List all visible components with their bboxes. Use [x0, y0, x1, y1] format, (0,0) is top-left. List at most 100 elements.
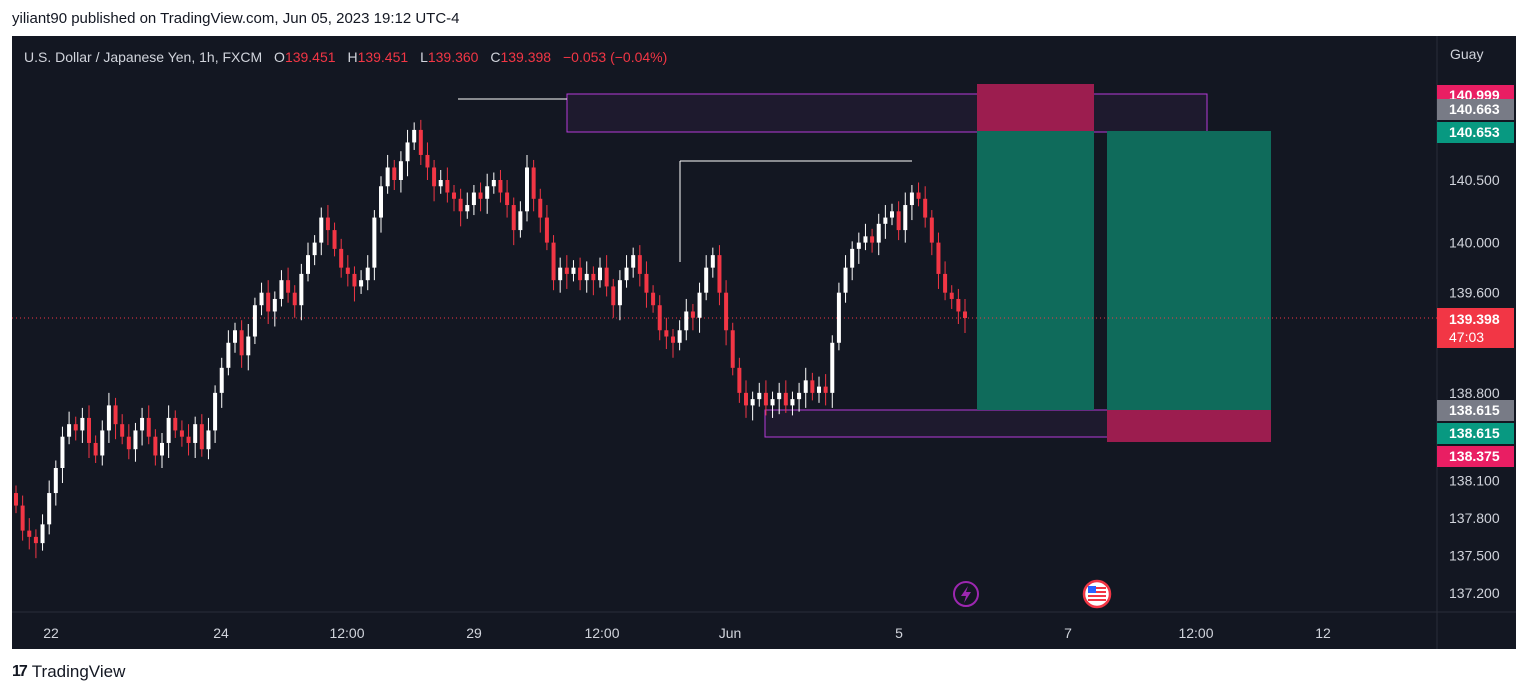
- candle-body[interactable]: [398, 161, 403, 180]
- candle-body[interactable]: [843, 267, 848, 293]
- candle-body[interactable]: [956, 298, 961, 312]
- candle-body[interactable]: [73, 424, 78, 431]
- candle-body[interactable]: [777, 392, 782, 400]
- candle-body[interactable]: [133, 430, 138, 450]
- candle-body[interactable]: [206, 430, 211, 450]
- candle-body[interactable]: [631, 255, 636, 268]
- supply-zone[interactable]: [566, 93, 1208, 133]
- candle-body[interactable]: [744, 392, 748, 406]
- candle-body[interactable]: [259, 292, 264, 306]
- candle-body[interactable]: [186, 436, 191, 443]
- candle-body[interactable]: [199, 424, 204, 450]
- candle-body[interactable]: [239, 330, 244, 356]
- candle-body[interactable]: [611, 286, 616, 306]
- candle-body[interactable]: [571, 267, 576, 274]
- candle-body[interactable]: [790, 399, 795, 406]
- candle-body[interactable]: [704, 267, 709, 293]
- candle-body[interactable]: [505, 192, 510, 206]
- candle-body[interactable]: [478, 192, 483, 199]
- candle-body[interactable]: [544, 217, 549, 243]
- candle-body[interactable]: [803, 380, 808, 393]
- candle-body[interactable]: [923, 198, 928, 218]
- candle-body[interactable]: [737, 367, 742, 393]
- candle-body[interactable]: [817, 386, 821, 393]
- candle-body[interactable]: [810, 380, 815, 393]
- candle-body[interactable]: [126, 436, 131, 450]
- candle-body[interactable]: [890, 211, 894, 218]
- candle-body[interactable]: [279, 280, 284, 299]
- candle-body[interactable]: [325, 217, 330, 231]
- candle-body[interactable]: [644, 273, 649, 293]
- candle-body[interactable]: [166, 417, 171, 443]
- candle-body[interactable]: [564, 267, 569, 274]
- candle-body[interactable]: [286, 280, 291, 293]
- candle-body[interactable]: [491, 180, 496, 187]
- candle-body[interactable]: [379, 186, 383, 218]
- candle-body[interactable]: [558, 267, 563, 281]
- candle-body[interactable]: [876, 223, 881, 243]
- candle-body[interactable]: [584, 273, 589, 281]
- candle-body[interactable]: [525, 167, 529, 212]
- candle-body[interactable]: [883, 217, 888, 224]
- candle-body[interactable]: [471, 192, 476, 206]
- short-stop-zone[interactable]: [977, 84, 1094, 131]
- candle-body[interactable]: [690, 311, 695, 318]
- candle-body[interactable]: [551, 242, 556, 281]
- candle-body[interactable]: [14, 493, 18, 506]
- candle-body[interactable]: [710, 255, 715, 268]
- candle-body[interactable]: [53, 468, 58, 494]
- candle-body[interactable]: [27, 530, 32, 537]
- candle-body[interactable]: [292, 292, 297, 306]
- candle-body[interactable]: [677, 330, 682, 343]
- candle-body[interactable]: [445, 180, 450, 193]
- candle-body[interactable]: [949, 292, 954, 299]
- candle-body[interactable]: [106, 405, 111, 431]
- candle-body[interactable]: [591, 273, 596, 281]
- candle-body[interactable]: [452, 192, 456, 199]
- candle-body[interactable]: [684, 311, 689, 331]
- candle-body[interactable]: [724, 292, 729, 331]
- candle-body[interactable]: [511, 205, 516, 231]
- candle-body[interactable]: [438, 180, 443, 187]
- candle-body[interactable]: [372, 217, 377, 268]
- candle-body[interactable]: [538, 198, 543, 218]
- candle-body[interactable]: [604, 267, 609, 287]
- short-target-zone[interactable]: [977, 131, 1094, 410]
- long-stop-zone[interactable]: [1107, 410, 1271, 442]
- candle-body[interactable]: [332, 230, 337, 249]
- candle-body[interactable]: [432, 167, 437, 187]
- candle-body[interactable]: [485, 186, 490, 199]
- candle-body[interactable]: [896, 211, 901, 231]
- candle-body[interactable]: [100, 430, 105, 456]
- candle-body[interactable]: [651, 292, 656, 306]
- candle-body[interactable]: [763, 392, 768, 406]
- candle-body[interactable]: [418, 129, 423, 155]
- candle-body[interactable]: [578, 267, 583, 281]
- candle-body[interactable]: [153, 436, 158, 456]
- candle-body[interactable]: [823, 386, 828, 393]
- candle-body[interactable]: [498, 180, 503, 193]
- candle-body[interactable]: [770, 399, 775, 406]
- us-flag-icon[interactable]: [1082, 579, 1112, 609]
- candles-layer[interactable]: [14, 119, 967, 559]
- lightning-icon[interactable]: [953, 581, 979, 607]
- candle-body[interactable]: [916, 192, 921, 199]
- candle-body[interactable]: [617, 280, 622, 306]
- candle-body[interactable]: [226, 342, 231, 368]
- candle-body[interactable]: [664, 330, 669, 337]
- candle-body[interactable]: [671, 336, 675, 343]
- candle-body[interactable]: [870, 236, 875, 243]
- candle-body[interactable]: [783, 392, 788, 406]
- candle-body[interactable]: [272, 298, 277, 312]
- candle-body[interactable]: [312, 242, 317, 256]
- candle-body[interactable]: [33, 536, 38, 544]
- candle-body[interactable]: [193, 424, 198, 443]
- candle-body[interactable]: [252, 305, 257, 337]
- candle-body[interactable]: [850, 248, 855, 268]
- candle-body[interactable]: [246, 336, 251, 356]
- candle-body[interactable]: [306, 255, 310, 274]
- candle-body[interactable]: [359, 280, 364, 287]
- candle-body[interactable]: [936, 242, 941, 274]
- candle-body[interactable]: [830, 342, 835, 393]
